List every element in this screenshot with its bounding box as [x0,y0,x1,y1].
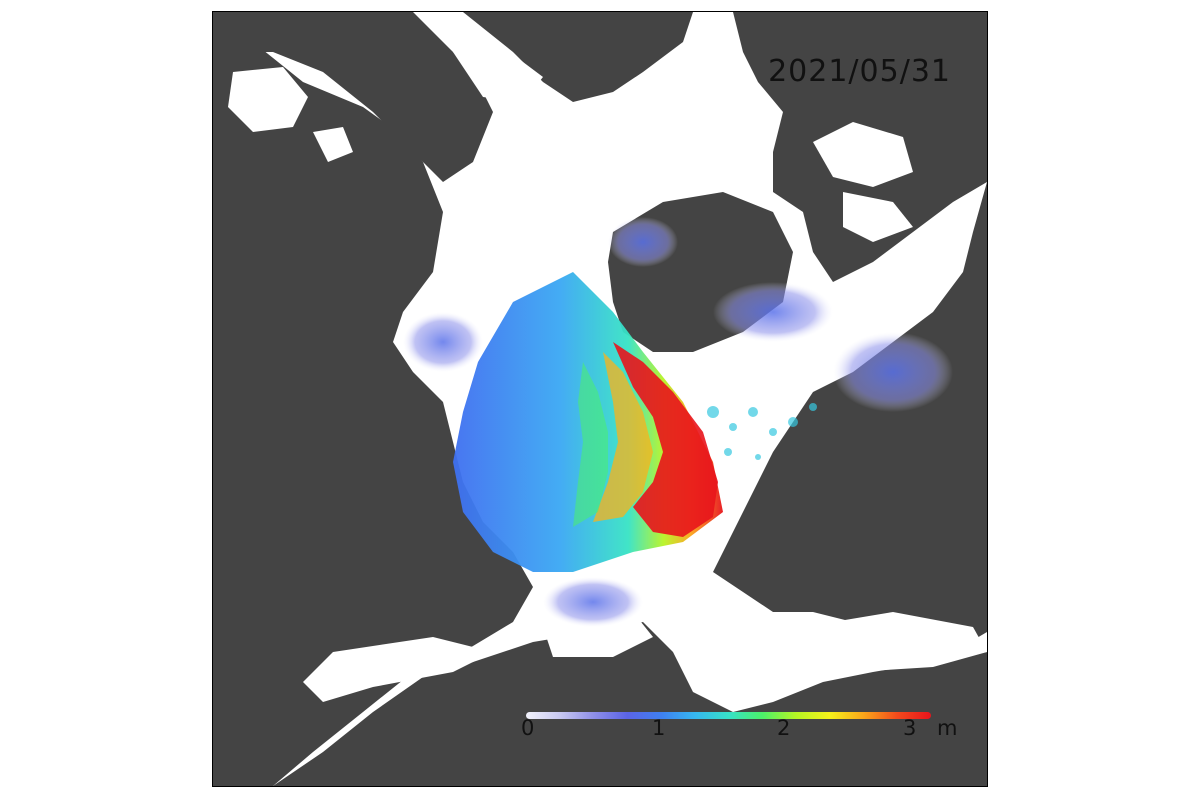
land-east [713,182,987,652]
sea-ice-thickness-map: 2021/05/31 [212,11,988,787]
land-northwest [213,12,493,182]
ice-green-band [573,362,608,527]
ice-mid-band [593,352,653,522]
colorbar-tick-2: 2 [777,716,791,740]
archipelago-ice [707,403,817,460]
colorbar [526,712,931,719]
map-canvas [213,12,987,786]
ice-thick-band [613,342,718,537]
colorbar-unit: m [937,716,958,740]
date-label: 2021/05/31 [768,54,951,89]
land-south [273,622,987,786]
colorbar-tick-0: 0 [521,716,535,740]
arctic-ice-field [453,272,817,572]
marginal-ice [403,217,953,627]
colorbar-tick-1: 1 [652,716,666,740]
land-west [213,42,533,786]
land-masses [213,12,987,786]
colorbar-tick-3: 3 [903,716,917,740]
snow-patches [228,47,987,702]
land-north-center [463,12,693,102]
